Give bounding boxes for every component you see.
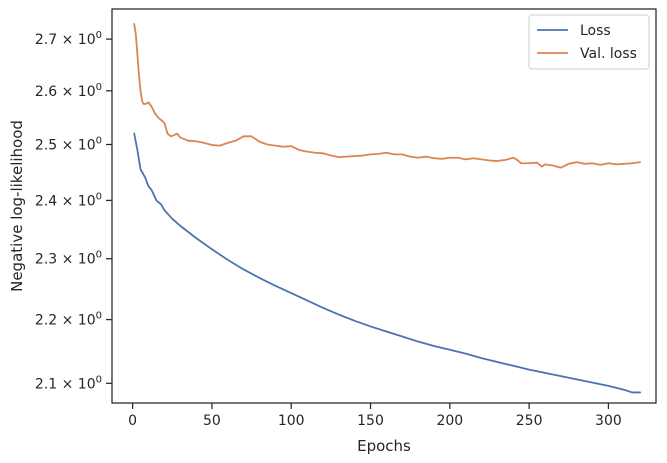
x-tick-label: 300: [595, 413, 622, 429]
y-tick-label: 2.2 × 100: [35, 311, 102, 329]
x-tick-label: 250: [516, 413, 543, 429]
x-tick-label: 0: [128, 413, 137, 429]
y-tick-label: 2.5 × 100: [35, 136, 102, 154]
y-tick-label: 2.7 × 100: [35, 30, 102, 48]
plot-frame: [111, 8, 657, 404]
y-tick-label: 2.6 × 100: [35, 82, 102, 100]
series-layer: [133, 23, 642, 394]
legend-label-loss: Loss: [580, 23, 611, 39]
y-axis-label: Negative log-likelihood: [8, 120, 26, 292]
x-tick-label: 150: [357, 413, 384, 429]
series-line-val-loss: [133, 23, 642, 169]
legend-box: [528, 14, 650, 70]
series-line-loss: [133, 132, 642, 394]
x-tick-label: 100: [278, 413, 305, 429]
y-tick-label: 2.3 × 100: [35, 250, 102, 268]
y-tick-label: 2.1 × 100: [35, 374, 102, 392]
legend-label-val-loss: Val. loss: [580, 46, 637, 62]
x-tick-label: 200: [436, 413, 463, 429]
y-tick-label: 2.4 × 100: [35, 191, 102, 209]
x-axis-ticks: 0 50 100 150 200 250 300: [128, 403, 622, 429]
x-tick-label: 50: [203, 413, 221, 429]
legend: Loss Val. loss: [528, 14, 650, 70]
x-axis-label: Epochs: [357, 437, 411, 455]
y-axis-ticks: 2.1 × 100 2.2 × 100 2.3 × 100 2.4 × 100 2.5 …: [35, 30, 112, 392]
